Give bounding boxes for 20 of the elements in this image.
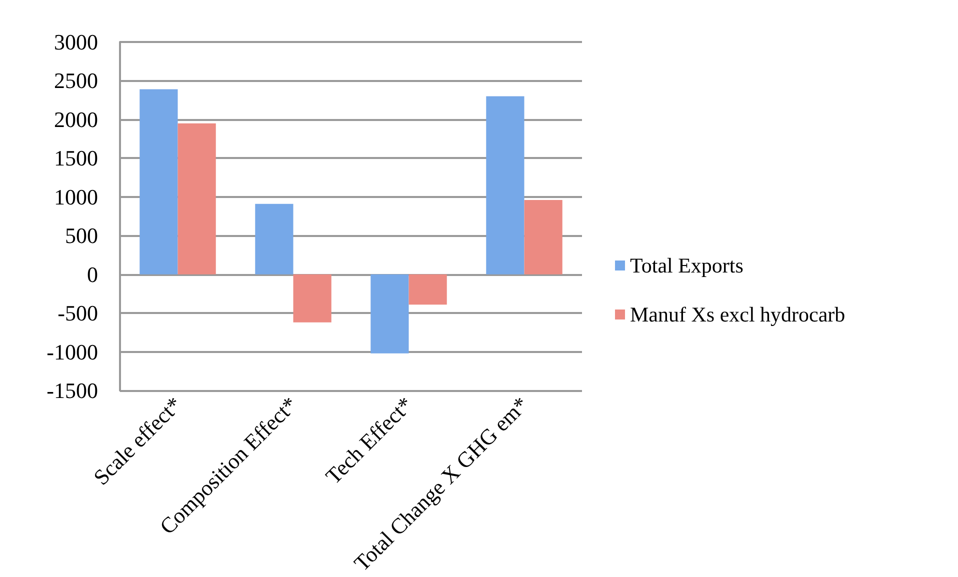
bar <box>370 274 409 354</box>
bar <box>524 200 562 274</box>
bar <box>293 274 332 322</box>
y-tick-label: 1000 <box>54 184 98 210</box>
y-tick-label: -1000 <box>46 339 98 364</box>
bar <box>140 89 178 274</box>
bar <box>178 123 216 274</box>
legend-label: Total Exports <box>630 254 744 278</box>
bar <box>486 96 524 274</box>
y-tick-label: 1500 <box>54 146 98 171</box>
bar <box>255 204 294 274</box>
bar <box>408 274 447 305</box>
y-tick-label: 3000 <box>54 30 98 54</box>
legend-label: Manuf Xs excl hydrocarb <box>630 302 846 326</box>
y-tick-label: -1500 <box>46 378 98 404</box>
y-tick-label: 0 <box>87 262 98 287</box>
y-tick-label: 2500 <box>54 68 98 94</box>
y-tick-label: 2000 <box>54 106 98 132</box>
y-tick-label: 500 <box>65 223 98 248</box>
y-tick-label: -500 <box>58 300 98 326</box>
